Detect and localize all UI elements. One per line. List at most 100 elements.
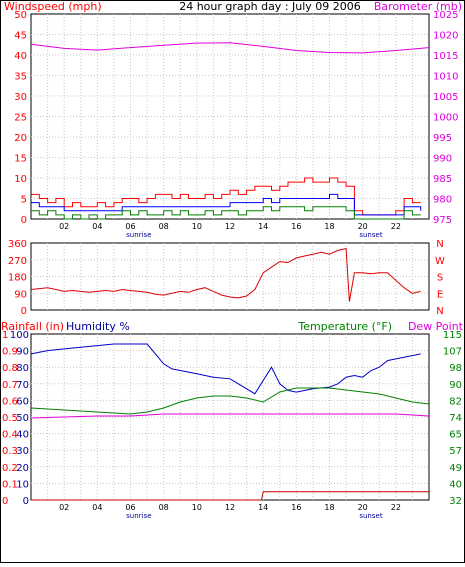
direction-tick-label: 270 <box>8 256 27 267</box>
rainfall-axis-label: Rainfall (in) <box>1 320 64 333</box>
time-tick-label: 22 <box>391 503 401 512</box>
temperature-tick-label: 115 <box>443 330 462 341</box>
humidity-tick-label: 10 <box>16 479 29 490</box>
windspeed-tick-label: 20 <box>14 133 27 144</box>
humidity-tick-label: 40 <box>16 430 29 441</box>
rainfall-tick-label: 0 <box>2 496 8 507</box>
temperature-axis-label: Temperature (°F) <box>297 320 392 333</box>
grid-layer <box>31 14 429 500</box>
humidity-tick-label: 30 <box>16 446 29 457</box>
windspeed-tick-label: 40 <box>14 51 27 62</box>
rainfall-tick-label: 0.5 <box>2 413 18 424</box>
direction-tick-label: 90 <box>14 289 27 300</box>
windspeed-axis-label: Windspeed (mph) <box>4 0 102 13</box>
rainfall-tick-label: 0.6 <box>2 396 18 407</box>
humidity-tick-label: 50 <box>16 413 29 424</box>
rainfall-tick-label: 1 <box>2 330 8 341</box>
time-tick-label: 18 <box>324 222 334 231</box>
time-tick-label: 20 <box>358 503 368 512</box>
temperature-tick-label: 65 <box>449 430 462 441</box>
barometer-axis-label: Barometer (mb) <box>374 0 462 13</box>
time-tick-label: 04 <box>92 503 102 512</box>
barometer-tick-label: 980 <box>433 195 452 206</box>
time-tick-label: 06 <box>125 503 135 512</box>
rainfall-line <box>31 491 429 501</box>
windspeed-tick-label: 25 <box>14 113 27 124</box>
time-tick-label: 12 <box>225 222 235 231</box>
temperature-tick-label: 107 <box>443 347 462 358</box>
time-tick-label: 04 <box>92 222 102 231</box>
rainfall-tick-label: 0.2 <box>2 463 18 474</box>
series-layer <box>30 42 430 501</box>
time-tick-label: 12 <box>225 503 235 512</box>
compass-label: N <box>436 239 443 250</box>
windspeed-tick-label: 5 <box>21 195 27 206</box>
time-tick-label: 08 <box>159 503 169 512</box>
humidity-line <box>30 343 421 395</box>
compass-label: W <box>435 256 445 267</box>
direction-tick-label: 360 <box>8 239 27 250</box>
humidity-tick-label: 70 <box>16 380 29 391</box>
wind-direction-line <box>30 247 421 302</box>
temperature-tick-label: 32 <box>449 496 462 507</box>
barometer-tick-label: 985 <box>433 174 452 185</box>
windspeed-tick-label: 30 <box>14 92 27 103</box>
windspeed-tick-label: 10 <box>14 174 27 185</box>
time-tick-label: 10 <box>192 222 202 231</box>
sunset-label: sunset <box>359 512 382 520</box>
barometer-tick-label: 1020 <box>433 31 458 42</box>
direction-tick-label: 180 <box>8 273 27 284</box>
temperature-tick-label: 74 <box>449 413 462 424</box>
barometer-tick-label: 1010 <box>433 72 458 83</box>
compass-label: E <box>437 289 443 300</box>
humidity-tick-label: 100 <box>10 330 29 341</box>
time-tick-label: 14 <box>258 222 268 231</box>
dewpoint-line <box>30 413 430 419</box>
windspeed-tick-label: 45 <box>14 31 27 42</box>
dewpoint-axis-label: Dew Point <box>408 320 464 333</box>
barometer-tick-label: 1000 <box>433 113 458 124</box>
temperature-tick-label: 90 <box>449 380 462 391</box>
humidity-tick-label: 80 <box>16 363 29 374</box>
temperature-tick-label: 40 <box>449 479 462 490</box>
rainfall-tick-label: 0.9 <box>2 347 18 358</box>
humidity-tick-label: 60 <box>16 396 29 407</box>
rainfall-tick-label: 0.4 <box>2 430 18 441</box>
windspeed-tick-label: 15 <box>14 154 27 165</box>
windspeed-line <box>31 193 422 216</box>
windspeed-tick-label: 50 <box>14 10 27 21</box>
rainfall-tick-label: 0.3 <box>2 446 18 457</box>
compass-label: S <box>437 273 443 284</box>
temperature-tick-label: 49 <box>449 463 462 474</box>
sunrise-label: sunrise <box>126 512 151 520</box>
time-tick-label: 20 <box>358 222 368 231</box>
temperature-tick-label: 57 <box>449 446 462 457</box>
windspeed-tick-label: 0 <box>21 215 27 226</box>
barometer-tick-label: 1005 <box>433 92 458 103</box>
temperature-tick-label: 82 <box>449 396 462 407</box>
time-tick-label: 16 <box>291 503 301 512</box>
time-tick-label: 10 <box>192 503 202 512</box>
humidity-tick-label: 0 <box>23 496 29 507</box>
time-tick-label: 16 <box>291 222 301 231</box>
windspeed-line <box>31 206 421 220</box>
humidity-axis-label: Humidity % <box>66 320 130 333</box>
barometer-tick-label: 1025 <box>433 10 458 21</box>
barometer-tick-label: 1015 <box>433 51 458 62</box>
barometer-line <box>30 42 430 54</box>
rainfall-tick-label: 0.7 <box>2 380 18 391</box>
chart-title: 24 hour graph day : July 09 2006 <box>179 0 361 13</box>
time-tick-label: 06 <box>125 222 135 231</box>
barometer-tick-label: 975 <box>433 215 452 226</box>
compass-label: N <box>436 306 443 317</box>
windspeed-tick-label: 35 <box>14 72 27 83</box>
time-tick-label: 18 <box>324 503 334 512</box>
temperature-tick-label: 98 <box>449 363 462 374</box>
humidity-tick-label: 20 <box>16 463 29 474</box>
barometer-tick-label: 995 <box>433 133 452 144</box>
time-tick-label: 14 <box>258 503 268 512</box>
direction-tick-label: 0 <box>21 306 27 317</box>
time-tick-label: 02 <box>59 222 69 231</box>
